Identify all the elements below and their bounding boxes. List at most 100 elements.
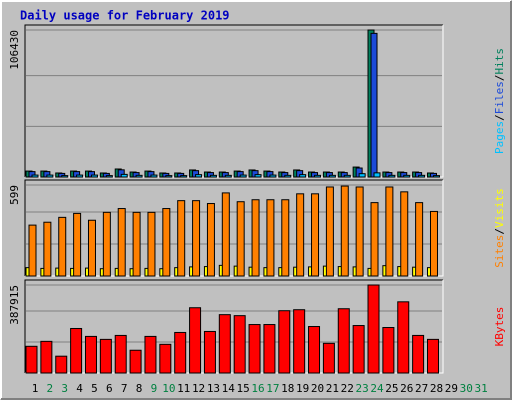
x-tick-label: 2 (47, 382, 54, 395)
bar (132, 211, 141, 277)
legend: KBytes (493, 307, 506, 347)
bar (281, 199, 290, 277)
legend: Sites/Visits (493, 188, 506, 268)
y-tick-label: 387915 (8, 285, 21, 325)
bar (370, 32, 378, 178)
bar (337, 308, 350, 374)
bar (412, 334, 425, 374)
bar (221, 192, 230, 277)
bar (432, 175, 440, 178)
x-tick-label: 11 (177, 382, 190, 395)
bar (299, 174, 307, 178)
bar (206, 203, 215, 277)
bar (415, 202, 424, 277)
bar (311, 193, 320, 277)
plot-bevel-dark (24, 179, 443, 276)
bar (144, 335, 157, 374)
bar (429, 210, 438, 277)
bar (46, 174, 54, 178)
x-tick-label: 31 (474, 382, 487, 395)
x-tick-label: 24 (370, 382, 384, 395)
bar (367, 284, 380, 374)
bar (314, 174, 322, 178)
bar (328, 174, 336, 178)
bar (352, 325, 365, 374)
bar (105, 175, 113, 178)
bar (239, 174, 247, 178)
chart-title: Daily usage for February 2019 (20, 9, 230, 23)
x-tick-label: 3 (61, 382, 68, 395)
bar (150, 174, 158, 178)
bar (209, 174, 217, 178)
bar (293, 309, 306, 374)
bar (224, 174, 232, 178)
bar (87, 219, 96, 277)
legend-entry: KBytes (493, 307, 506, 347)
bar (233, 315, 246, 374)
bar (55, 355, 68, 374)
bar (203, 330, 216, 374)
x-tick-label: 19 (296, 382, 309, 395)
bar (135, 174, 143, 178)
bar (325, 186, 334, 277)
x-tick-label: 7 (121, 382, 128, 395)
bar (373, 172, 381, 178)
x-tick-label: 21 (326, 382, 339, 395)
x-tick-label: 14 (222, 382, 236, 395)
x-tick-label: 30 (460, 382, 473, 395)
x-tick-label: 10 (162, 382, 175, 395)
bar (147, 211, 156, 277)
bar (40, 340, 53, 374)
bar (99, 338, 112, 374)
bar (84, 335, 97, 374)
bar (218, 314, 231, 374)
x-tick-label: 29 (445, 382, 458, 395)
bar (388, 174, 396, 178)
plot-bevel-dark (24, 279, 443, 373)
bar (322, 342, 335, 374)
x-tick-label: 17 (266, 382, 279, 395)
bar (296, 193, 305, 277)
bar (174, 331, 187, 374)
x-tick-label: 12 (192, 382, 205, 395)
x-tick-label: 23 (356, 382, 369, 395)
bar (278, 310, 291, 374)
x-tick-label: 5 (91, 382, 98, 395)
bar (236, 201, 245, 277)
legend-entry: Visits (493, 188, 506, 228)
bar (382, 327, 395, 374)
bar (284, 174, 292, 178)
x-tick-label: 8 (136, 382, 143, 395)
bar (343, 174, 351, 178)
bar (31, 174, 39, 178)
x-tick-label: 9 (151, 382, 158, 395)
bar (90, 174, 98, 178)
x-tick-label: 20 (311, 382, 324, 395)
bar (400, 191, 409, 277)
bar (159, 343, 172, 374)
bar (269, 174, 277, 178)
bar (358, 173, 366, 178)
x-tick-label: 13 (207, 382, 220, 395)
bar (266, 199, 275, 277)
x-tick-label: 4 (76, 382, 83, 395)
x-tick-label: 1 (32, 382, 39, 395)
bar (61, 175, 69, 178)
bar (180, 175, 188, 178)
bar (263, 324, 276, 374)
legend-separator: / (493, 75, 506, 82)
bar (120, 173, 128, 178)
bar (426, 338, 439, 374)
bar (189, 307, 202, 374)
legend-entry: Files (493, 81, 506, 114)
bar (43, 221, 52, 277)
x-tick-label: 27 (415, 382, 428, 395)
legend: Pages/Files/Hits (493, 48, 506, 154)
x-tick-label: 25 (385, 382, 398, 395)
bar (129, 349, 142, 374)
bar (195, 174, 203, 178)
y-tick-label: 599 (8, 185, 21, 205)
x-tick-label: 22 (341, 382, 354, 395)
